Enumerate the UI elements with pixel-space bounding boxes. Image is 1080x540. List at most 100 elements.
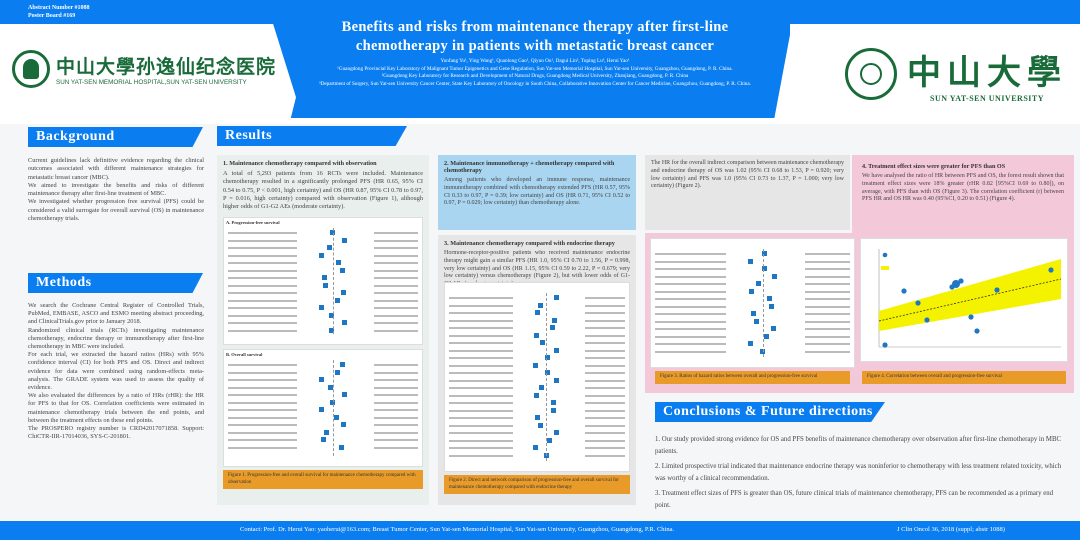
row-label-placeholder	[449, 402, 514, 404]
paragraph: Current guidelines lack definitive evide…	[28, 157, 204, 181]
row-value-placeholder	[584, 304, 625, 307]
hospital-name-cn: 中山大學孙逸仙纪念医院	[56, 56, 277, 78]
row-label-placeholder	[449, 319, 514, 322]
correlation-scatter-plot	[860, 238, 1068, 362]
abstract-info: Abstract Number #1088 Poster Board #169	[28, 4, 90, 20]
figure-caption: Figure 2. Direct and network comparison …	[444, 475, 630, 494]
paragraph: For each trial, we extracted the hazard …	[28, 351, 204, 392]
scatter-point	[994, 287, 1000, 293]
row-label-placeholder	[655, 335, 727, 338]
row-value-placeholder	[374, 247, 418, 250]
row-label-placeholder	[228, 284, 298, 287]
poster-title: Benefits and risks from maintenance ther…	[341, 19, 729, 54]
forest-marker	[327, 245, 333, 251]
row-label-placeholder	[228, 416, 298, 419]
row-value-placeholder	[374, 254, 418, 257]
row-label-placeholder	[449, 357, 514, 359]
contact-info: Contact: Prof. Dr. Herui Yao: yaoherui@1…	[240, 526, 675, 533]
forest-marker	[328, 312, 334, 318]
forest-marker	[323, 429, 329, 435]
figure-caption: Figure 3. Ratios of hazard ratios betwee…	[655, 371, 850, 384]
row-label-placeholder	[228, 239, 298, 242]
row-label-placeholder	[655, 320, 727, 323]
forest-marker	[551, 317, 557, 323]
row-value-placeholder	[584, 424, 625, 427]
row-label-placeholder	[228, 379, 298, 382]
forest-marker	[335, 369, 341, 375]
row-value-placeholder	[374, 277, 418, 280]
paragraph: We aimed to investigate the benefits and…	[28, 181, 204, 198]
forest-marker	[539, 385, 545, 390]
reference-line	[762, 249, 764, 357]
forest-marker	[339, 267, 345, 273]
row-label-placeholder	[228, 409, 298, 412]
row-label-placeholder	[228, 269, 298, 272]
row-value-placeholder	[584, 409, 625, 412]
row-label-placeholder	[228, 446, 298, 449]
row-label-placeholder	[228, 277, 298, 280]
row-value-placeholder	[374, 299, 418, 302]
forest-marker	[342, 392, 348, 398]
forest-marker	[334, 414, 340, 420]
forest-marker	[538, 422, 544, 428]
paragraph: We search the Cochrane Central Register …	[28, 302, 204, 326]
row-value-placeholder	[805, 290, 850, 293]
figure-label: B. Overall survival	[226, 352, 263, 358]
row-value-placeholder	[374, 401, 418, 404]
row-label-placeholder	[449, 432, 514, 434]
row-value-placeholder	[584, 297, 625, 299]
forest-marker	[554, 377, 560, 383]
legend-marker	[882, 252, 888, 258]
row-label-placeholder	[228, 247, 298, 250]
forest-marker	[545, 370, 551, 375]
row-label-placeholder	[449, 334, 514, 337]
scatter-point	[924, 317, 930, 323]
scatter-point	[882, 342, 888, 348]
affiliation: ³Department of Surgery, Sun Yat-sen Univ…	[319, 80, 751, 87]
row-label-placeholder	[449, 394, 514, 397]
scatter-point	[901, 288, 907, 294]
forest-marker	[535, 310, 541, 315]
university-seal-icon	[845, 48, 897, 100]
forest-plot-os: B. Overall survival	[223, 349, 423, 468]
row-label-placeholder	[449, 454, 514, 457]
row-value-placeholder	[374, 416, 418, 419]
row-value-placeholder	[584, 387, 625, 389]
forest-marker	[336, 260, 342, 266]
row-label-placeholder	[449, 297, 514, 299]
row-label-placeholder	[228, 329, 298, 332]
section-text: We have analysed the ratio of HR between…	[862, 173, 1064, 203]
methods-text: We search the Cochrane Central Register …	[28, 302, 204, 441]
conclusion-item: 1. Our study provided strong evidence fo…	[655, 436, 1062, 455]
authors-block: Yunfang Yu¹, Ying Wang¹, Quanlong Gao¹, …	[300, 58, 770, 88]
row-value-placeholder	[805, 275, 850, 278]
forest-marker	[319, 252, 325, 258]
forest-marker	[553, 295, 559, 300]
scatter-point	[958, 278, 964, 284]
forest-marker	[534, 415, 540, 420]
poster-board: Poster Board #169	[28, 13, 76, 19]
row-value-placeholder	[584, 334, 625, 337]
section-text: The HR for the overall indirect comparis…	[651, 160, 844, 190]
row-label-placeholder	[449, 342, 514, 344]
scatter-point	[1048, 267, 1054, 273]
row-value-placeholder	[374, 409, 418, 412]
row-label-placeholder	[449, 372, 514, 374]
regression-line	[878, 278, 1062, 322]
row-label-placeholder	[655, 283, 727, 285]
section-title: 4. Treatment effect sizes were greater f…	[862, 163, 1006, 170]
section-title: 1. Maintenance chemotherapy compared wit…	[223, 160, 377, 167]
row-value-placeholder	[374, 386, 418, 389]
abstract-number: Abstract Number #1088	[28, 5, 90, 11]
university-name-cn: 中山大學	[907, 53, 1067, 93]
result-section-4: 4. Treatment effect sizes were greater f…	[856, 158, 1070, 209]
forest-marker	[329, 327, 335, 333]
forest-marker	[328, 384, 334, 390]
row-label-placeholder	[449, 327, 514, 329]
result-section-3-continued: The HR for the overall indirect comparis…	[645, 155, 850, 230]
row-label-placeholder	[228, 262, 298, 265]
forest-marker	[546, 437, 552, 443]
forest-marker	[322, 275, 328, 281]
result-section-3: 3. Maintenance chemotherapy compared wit…	[438, 235, 636, 505]
row-value-placeholder	[805, 298, 850, 300]
